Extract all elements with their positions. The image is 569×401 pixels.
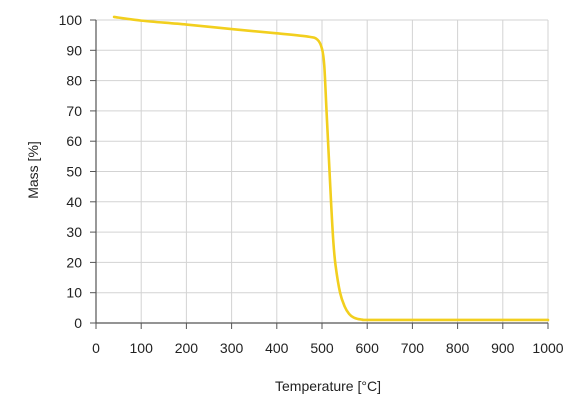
x-tick-label: 800 — [446, 340, 470, 356]
grid — [96, 19, 549, 323]
y-tick-label: 100 — [59, 12, 83, 28]
mass-curve-line — [112, 15, 550, 322]
x-tick-label: 1000 — [532, 340, 563, 356]
x-tick-label: 300 — [220, 340, 244, 356]
x-tick-label: 400 — [265, 340, 289, 356]
y-tick-label: 40 — [66, 194, 82, 210]
y-tick-label: 70 — [66, 103, 82, 119]
y-axis-label: Mass [%] — [25, 141, 41, 199]
y-tick-label: 20 — [66, 254, 82, 270]
y-tick-label: 0 — [74, 315, 82, 331]
y-tick-label: 90 — [66, 42, 82, 58]
y-tick-label: 50 — [66, 164, 82, 180]
series-layer — [112, 15, 550, 322]
x-tick-label: 900 — [491, 340, 515, 356]
y-tick-label: 80 — [66, 73, 82, 89]
x-tick-label: 700 — [401, 340, 425, 356]
y-tick-label: 30 — [66, 224, 82, 240]
x-tick-label: 500 — [310, 340, 334, 356]
y-tick-label: 10 — [66, 285, 82, 301]
x-tick-label: 100 — [130, 340, 154, 356]
x-axis-label: Temperature [°C] — [275, 378, 381, 394]
y-tick-label: 60 — [66, 133, 82, 149]
x-tick-label: 0 — [92, 340, 100, 356]
tick-labels: 0 100 200 300 400 500 600 700 800 900 1000 0 10 20 30 4… — [59, 12, 564, 356]
x-tick-label: 600 — [356, 340, 380, 356]
x-tick-label: 200 — [175, 340, 199, 356]
axes — [90, 19, 549, 329]
